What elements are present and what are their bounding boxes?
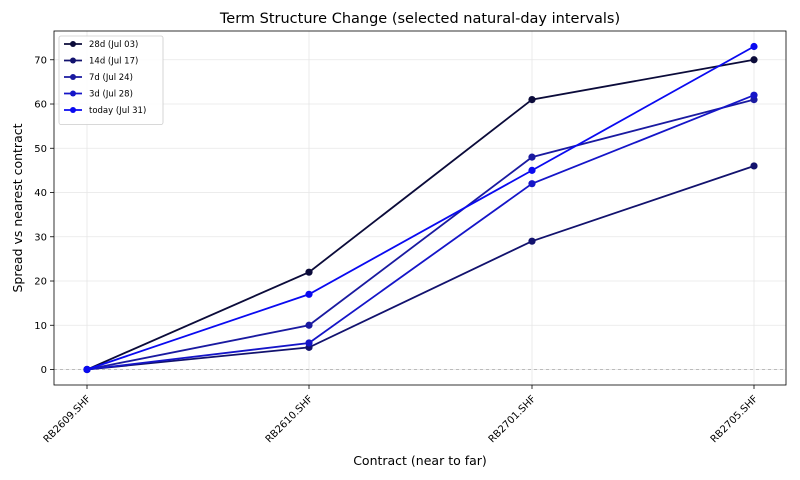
data-point bbox=[750, 91, 758, 99]
legend-item: 28d (Jul 03) bbox=[64, 40, 138, 50]
legend-swatch-marker bbox=[70, 107, 76, 113]
data-point bbox=[528, 95, 536, 104]
legend-label: 14d (Jul 17) bbox=[89, 57, 138, 67]
series-line bbox=[86, 45, 755, 371]
y-tick-label: 70 bbox=[34, 55, 47, 66]
legend-label: 3d (Jul 28) bbox=[89, 90, 133, 100]
x-tick-label: RB2609.SHF bbox=[42, 393, 94, 445]
series-line bbox=[86, 94, 755, 371]
data-point bbox=[528, 237, 536, 245]
x-axis-label: Contract (near to far) bbox=[353, 453, 487, 468]
data-point bbox=[305, 339, 313, 347]
y-axis-ticks: 0 10 20 30 40 50 60 70 bbox=[34, 55, 54, 376]
series-2 bbox=[83, 95, 758, 374]
data-point bbox=[305, 321, 313, 329]
y-tick-label: 0 bbox=[41, 365, 47, 376]
data-point bbox=[528, 166, 536, 174]
data-point bbox=[750, 42, 758, 51]
plot-frame bbox=[53, 30, 787, 386]
data-point bbox=[528, 180, 536, 188]
legend-item: 3d (Jul 28) bbox=[64, 90, 133, 100]
x-tick-label: RB2705.SHF bbox=[709, 393, 761, 445]
legend-swatch-marker bbox=[70, 41, 76, 47]
x-axis-ticks: RB2609.SHF RB2610.SHF RB2701.SHF RB2705.SHF bbox=[42, 385, 761, 445]
chart-title: Term Structure Change (selected natural-… bbox=[219, 11, 620, 27]
legend-label: 7d (Jul 24) bbox=[89, 73, 133, 83]
data-point bbox=[83, 365, 91, 374]
y-tick-label: 20 bbox=[34, 277, 47, 288]
data-point bbox=[750, 56, 758, 64]
legend-item: today (Jul 31) bbox=[64, 106, 146, 116]
series-line bbox=[86, 58, 755, 371]
data-point bbox=[305, 290, 313, 298]
y-tick-label: 10 bbox=[34, 321, 47, 332]
legend-item: 7d (Jul 24) bbox=[64, 73, 133, 83]
x-tick-label: RB2610.SHF bbox=[264, 393, 316, 445]
data-point bbox=[528, 153, 536, 161]
x-tick-label: RB2701.SHF bbox=[487, 393, 539, 445]
legend-swatch-marker bbox=[70, 90, 76, 97]
legend-swatch-marker bbox=[70, 57, 76, 64]
y-axis-label: Spread vs nearest contract bbox=[10, 123, 25, 292]
data-point bbox=[305, 268, 313, 276]
legend-box bbox=[58, 35, 164, 125]
legend-item: 14d (Jul 17) bbox=[64, 57, 138, 67]
series-line bbox=[86, 165, 755, 371]
y-tick-label: 60 bbox=[34, 100, 47, 111]
series-1 bbox=[83, 162, 758, 374]
legend: 28d (Jul 03) 14d (Jul 17) 7d (Jul 24) 3d (J… bbox=[58, 35, 164, 125]
legend-swatch-marker bbox=[70, 74, 76, 80]
series-line bbox=[86, 98, 755, 371]
grid bbox=[54, 31, 786, 385]
series-layer bbox=[83, 42, 758, 374]
series-4 bbox=[83, 42, 758, 374]
legend-label: today (Jul 31) bbox=[89, 106, 146, 116]
y-tick-label: 40 bbox=[34, 188, 47, 199]
legend-label: 28d (Jul 03) bbox=[89, 40, 138, 50]
y-tick-label: 30 bbox=[34, 232, 47, 243]
y-tick-label: 50 bbox=[34, 144, 47, 155]
data-point bbox=[750, 162, 758, 170]
